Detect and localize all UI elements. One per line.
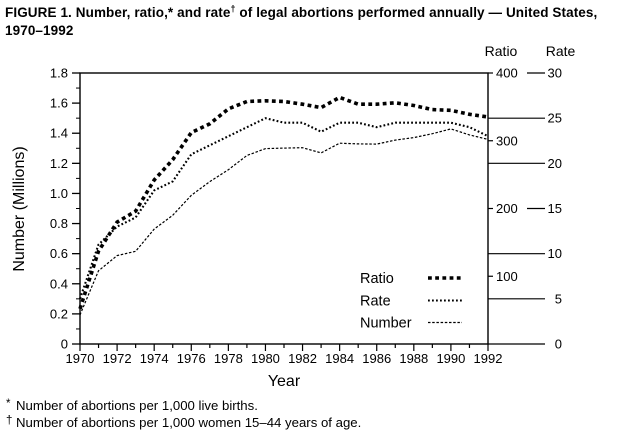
y-tick-label: 1.2: [50, 156, 68, 171]
y-axis-label: Number (Millions): [11, 146, 28, 271]
rate-tick-label: 25: [548, 111, 562, 126]
rate-tick-label: 10: [548, 246, 562, 261]
footnote-ratio: * Number of abortions per 1,000 live bir…: [6, 397, 361, 414]
footnotes: * Number of abortions per 1,000 live bir…: [6, 397, 361, 431]
y-tick-label: 0: [61, 337, 68, 352]
x-tick-label: 1984: [325, 351, 354, 366]
legend-label-ratio: Ratio: [360, 271, 394, 287]
legend: Ratio Rate Number: [360, 271, 462, 332]
legend-label-number: Number: [360, 316, 412, 332]
x-tick-label: 1992: [474, 351, 503, 366]
x-tick-label: 1988: [399, 351, 428, 366]
title-dagger: †: [230, 3, 236, 14]
plot-frame: [79, 72, 489, 345]
title-text: FIGURE 1. Number, ratio,* and rate: [5, 5, 231, 20]
legend-label-rate: Rate: [360, 294, 391, 310]
rate-tick-label: 0: [555, 337, 562, 352]
ratio-tick-label: 300: [496, 133, 518, 148]
x-tick-label: 1970: [66, 351, 95, 366]
ratio-tick-label: 100: [496, 269, 518, 284]
series-number-line: [79, 128, 489, 316]
footnote-rate: † Number of abortions per 1,000 women 15…: [6, 414, 361, 431]
y-tick-label: 1.0: [50, 186, 68, 201]
footnote-asterisk: *: [6, 398, 11, 410]
y-tick-label: 1.6: [50, 96, 68, 111]
x-tick-label: 1980: [251, 351, 280, 366]
rate-axis-header: Rate: [546, 43, 576, 59]
ratio-tick-label: 400: [496, 66, 518, 81]
ratio-axis-header: Ratio: [485, 43, 518, 59]
ratio-tick-label: 200: [496, 201, 518, 216]
footnote-dagger: †: [6, 415, 13, 427]
x-tick-label: 1990: [436, 351, 465, 366]
axes: 0 0.2 0.4 0.6 0.8 1.0 1.2 1.4 1.6 1.8 Number (Mill…: [11, 43, 575, 390]
footnote-rate-text: Number of abortions per 1,000 women 15–4…: [16, 415, 362, 430]
x-tick-label: 1976: [177, 351, 206, 366]
x-tick-label: 1974: [140, 351, 169, 366]
x-tick-label: 1978: [214, 351, 243, 366]
rate-tick-label: 20: [548, 156, 562, 171]
y-tick-label: 1.4: [50, 126, 68, 141]
figure-title: FIGURE 1. Number, ratio,* and rate† of l…: [5, 4, 633, 40]
y-tick-label: 1.8: [50, 66, 68, 81]
y-tick-label: 0.8: [50, 216, 68, 231]
x-tick-label: 1986: [362, 351, 391, 366]
x-tick-label: 1982: [288, 351, 317, 366]
series-ratio-line: [78, 95, 489, 310]
y-tick-label: 0.2: [50, 306, 68, 321]
title-text-suffix: of legal abortions performed annually — …: [5, 5, 598, 38]
footnote-ratio-text: Number of abortions per 1,000 live birth…: [16, 398, 258, 413]
rate-tick-label: 30: [548, 66, 562, 81]
rate-tick-label: 5: [555, 291, 562, 306]
x-tick-label: 1972: [103, 351, 132, 366]
series-rate-line: [79, 117, 489, 300]
x-axis-label: Year: [268, 373, 301, 390]
y-tick-label: 0.4: [50, 276, 68, 291]
series: [78, 95, 489, 316]
rate-tick-label: 15: [548, 201, 562, 216]
y-tick-label: 0.6: [50, 246, 68, 261]
